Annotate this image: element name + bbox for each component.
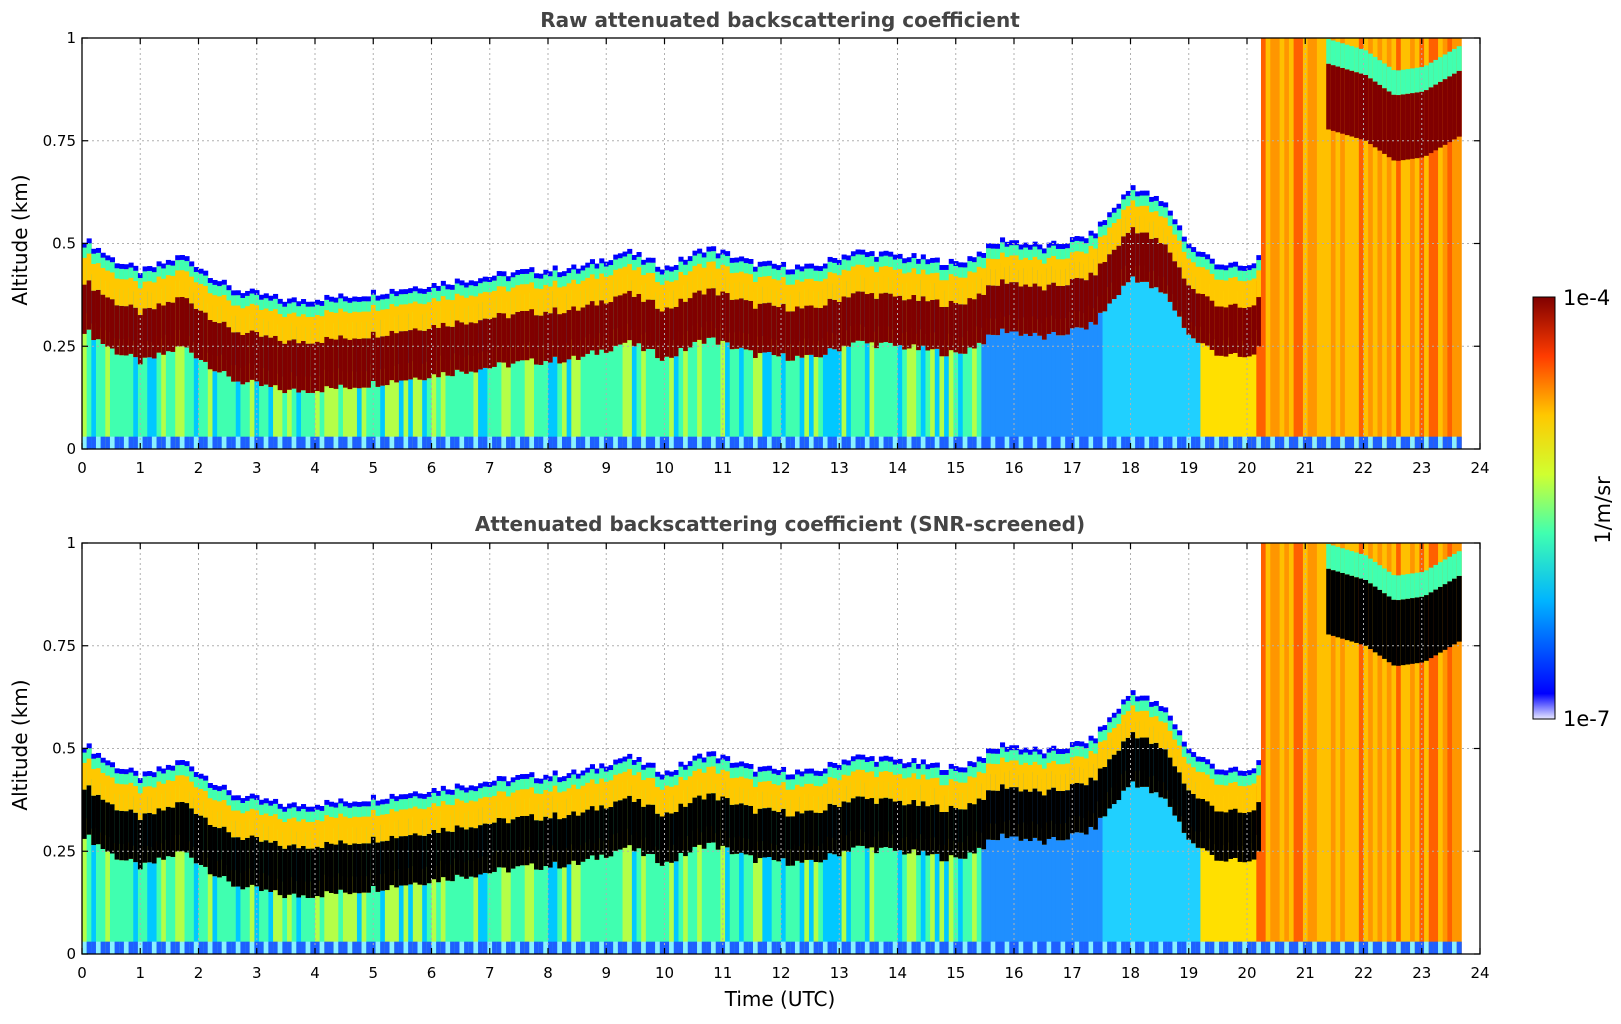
x-tick-label: 18 — [1121, 459, 1140, 477]
colorbar-max-label: 1e-4 — [1563, 286, 1610, 310]
x-tick-label: 18 — [1121, 964, 1140, 982]
x-tick-label: 11 — [713, 459, 732, 477]
x-tick-label: 2 — [194, 459, 204, 477]
x-tick-label: 12 — [771, 459, 790, 477]
x-tick-label: 24 — [1470, 964, 1489, 982]
y-tick-label: 0.5 — [52, 740, 76, 758]
y-tick-label: 0 — [66, 945, 76, 963]
panel-title: Raw attenuated backscattering coefficien… — [540, 8, 1020, 32]
y-axis: 0 0.25 0.5 0.75 1 — [43, 29, 1480, 458]
x-tick-label: 5 — [368, 964, 378, 982]
heatmap-plot-area: 0 1 2 3 4 5 6 7 8 9 10 11 12 13 14 15 16 17 18 19 20 21 22 23 24… — [43, 534, 1490, 982]
x-tick-label: 13 — [830, 459, 849, 477]
x-tick-label: 9 — [601, 459, 611, 477]
gridlines — [82, 543, 1480, 954]
x-tick-label: 13 — [830, 964, 849, 982]
x-tick-label: 6 — [427, 459, 437, 477]
x-tick-label: 12 — [771, 964, 790, 982]
x-tick-label: 1 — [135, 964, 145, 982]
y-tick-label: 0 — [66, 440, 76, 458]
x-tick-label: 10 — [655, 459, 674, 477]
colorbar-unit-label: 1/m/sr — [1591, 476, 1615, 544]
gridlines — [82, 38, 1480, 449]
x-tick-label: 20 — [1237, 459, 1256, 477]
x-tick-label: 24 — [1470, 459, 1489, 477]
heatmap-field — [82, 38, 1462, 449]
heatmap-plot-area: 0 1 2 3 4 5 6 7 8 9 10 11 12 13 14 15 16 17 18 19 20 21 22 23 24… — [43, 29, 1490, 477]
y-axis-label: Altitude (km) — [8, 174, 32, 305]
colorbar-min-label: 1e-7 — [1563, 707, 1610, 731]
x-tick-label: 0 — [77, 964, 87, 982]
x-tick-label: 2 — [194, 964, 204, 982]
x-tick-label: 1 — [135, 459, 145, 477]
x-tick-label: 7 — [485, 964, 495, 982]
x-tick-label: 15 — [946, 964, 965, 982]
x-tick-label: 23 — [1412, 964, 1431, 982]
x-tick-label: 9 — [601, 964, 611, 982]
x-tick-label: 11 — [713, 964, 732, 982]
x-tick-label: 15 — [946, 459, 965, 477]
x-tick-label: 3 — [252, 964, 262, 982]
x-tick-label: 23 — [1412, 459, 1431, 477]
x-tick-label: 5 — [368, 459, 378, 477]
x-tick-label: 8 — [543, 964, 553, 982]
colorbar-gradient — [1532, 296, 1556, 720]
x-tick-label: 21 — [1296, 459, 1315, 477]
x-axis-label: Time (UTC) — [724, 987, 836, 1011]
x-tick-label: 19 — [1179, 964, 1198, 982]
x-tick-label: 14 — [888, 964, 907, 982]
x-tick-label: 17 — [1063, 964, 1082, 982]
x-tick-label: 4 — [310, 964, 320, 982]
x-tick-label: 20 — [1237, 964, 1256, 982]
x-tick-label: 3 — [252, 459, 262, 477]
x-tick-label: 7 — [485, 459, 495, 477]
x-tick-label: 17 — [1063, 459, 1082, 477]
y-tick-label: 1 — [66, 534, 76, 552]
x-tick-label: 8 — [543, 459, 553, 477]
raw-backscatter-panel: Raw attenuated backscattering coefficien… — [8, 8, 1490, 477]
x-tick-label: 16 — [1004, 459, 1023, 477]
x-tick-label: 6 — [427, 964, 437, 982]
y-tick-label: 0.25 — [43, 337, 76, 355]
x-tick-label: 19 — [1179, 459, 1198, 477]
y-axis: 0 0.25 0.5 0.75 1 — [43, 534, 1480, 963]
y-tick-label: 0.25 — [43, 842, 76, 860]
x-tick-label: 14 — [888, 459, 907, 477]
y-tick-label: 0.75 — [43, 637, 76, 655]
colorbar: 1e-4 1e-7 1/m/sr — [1532, 286, 1615, 731]
panel-title: Attenuated backscattering coefficient (S… — [475, 512, 1085, 536]
x-tick-label: 21 — [1296, 964, 1315, 982]
x-tick-label: 22 — [1354, 964, 1373, 982]
x-tick-label: 22 — [1354, 459, 1373, 477]
x-tick-label: 16 — [1004, 964, 1023, 982]
x-axis: 0 1 2 3 4 5 6 7 8 9 10 11 12 13 14 15 16 17 18 19 20 21 22 23 24 — [77, 543, 1490, 982]
x-tick-label: 10 — [655, 964, 674, 982]
y-axis-label: Altitude (km) — [8, 679, 32, 810]
y-tick-label: 0.5 — [52, 235, 76, 253]
x-tick-label: 4 — [310, 459, 320, 477]
snr-screened-backscatter-panel: Attenuated backscattering coefficient (S… — [8, 512, 1490, 1011]
y-tick-label: 1 — [66, 29, 76, 47]
x-axis: 0 1 2 3 4 5 6 7 8 9 10 11 12 13 14 15 16 17 18 19 20 21 22 23 24 — [77, 38, 1490, 477]
y-tick-label: 0.75 — [43, 132, 76, 150]
x-tick-label: 0 — [77, 459, 87, 477]
